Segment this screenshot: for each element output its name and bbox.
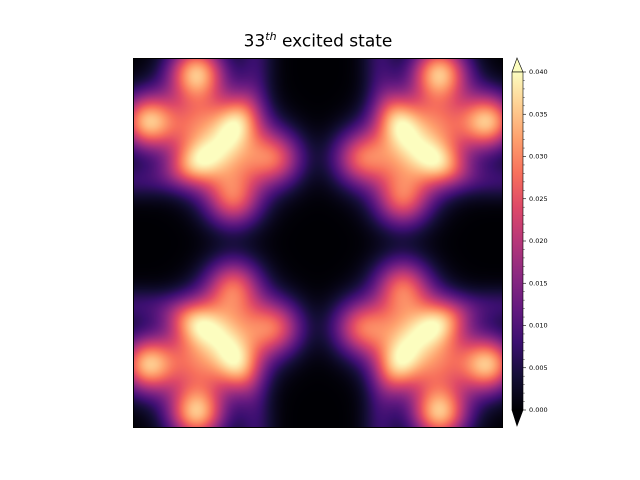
chart-title: 33th excited state <box>133 30 503 52</box>
title-suffix: excited state <box>276 31 393 52</box>
colorbar-tick-label: 0.005 <box>529 364 548 372</box>
colorbar-tick-label: 0.040 <box>529 68 548 76</box>
colorbar-tick-label: 0.025 <box>529 195 548 203</box>
colorbar-tick-label: 0.015 <box>529 279 548 287</box>
colorbar-tick-label: 0.035 <box>529 110 548 118</box>
colorbar: 0.000 0.005 0.010 0.015 0.020 0.025 0.030 0.035… <box>511 57 548 427</box>
title-prefix: 33 <box>243 31 266 52</box>
colorbar-tick-label: 0.000 <box>529 406 548 414</box>
colorbar-tick-label: 0.010 <box>529 322 548 330</box>
title-superscript: th <box>265 30 277 43</box>
colorbar-extend-max <box>511 57 524 73</box>
colorbar-tick-label: 0.030 <box>529 153 548 161</box>
colorbar-extend-min <box>511 409 524 427</box>
colorbar-gradient <box>511 71 524 411</box>
colorbar-tick-label: 0.020 <box>529 237 548 245</box>
heatmap <box>133 58 503 428</box>
